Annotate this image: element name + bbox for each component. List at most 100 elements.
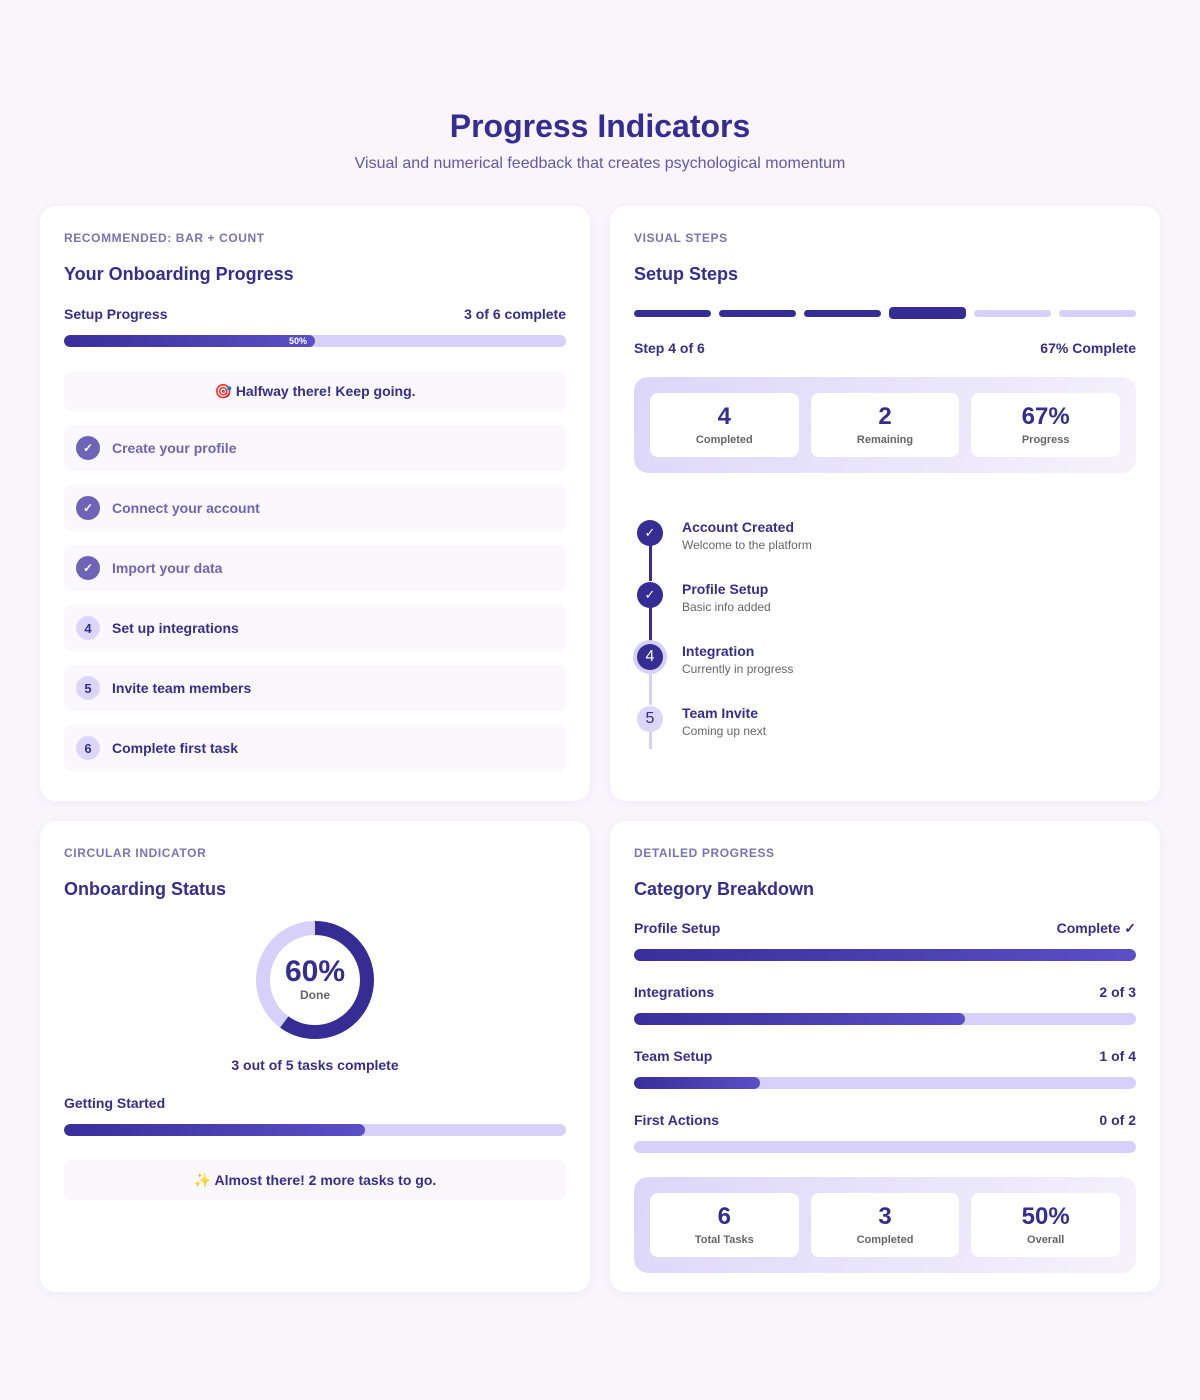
task-item-connect-account[interactable]: ✓ Connect your account — [64, 485, 566, 531]
stat-caption: Completed — [856, 1234, 914, 1246]
stat-value: 67% — [1021, 403, 1070, 430]
stat-caption: Total Tasks — [694, 1234, 754, 1246]
banner-text: Almost there! 2 more tasks to go. — [214, 1172, 437, 1188]
task-item-create-profile[interactable]: ✓ Create your profile — [64, 425, 566, 471]
timeline-connector — [649, 545, 652, 581]
stat-caption: Remaining — [856, 434, 914, 446]
card-eyebrow: CIRCULAR INDICATOR — [64, 846, 207, 860]
onboarding-progress-card: RECOMMENDED: BAR + COUNT Your Onboarding… — [40, 206, 590, 801]
stat-completed: 4 Completed — [650, 393, 799, 457]
category-profile-setup: Profile Setup Complete ✓ — [634, 919, 1136, 961]
card-eyebrow: VISUAL STEPS — [634, 231, 728, 245]
task-label: Connect your account — [112, 500, 260, 516]
donut-ring — [256, 921, 374, 1039]
step-segment-1 — [634, 309, 711, 317]
card-title: Setup Steps — [634, 264, 739, 284]
task-item-invite-team[interactable]: 5 Invite team members — [64, 665, 566, 711]
step-segment-2 — [719, 309, 796, 317]
motivation-banner: 🎯 Halfway there! Keep going. — [64, 371, 566, 411]
timeline-title: Team Invite — [682, 705, 758, 721]
circular-progress: 60% Done — [255, 920, 375, 1040]
step-segments — [634, 307, 1136, 319]
step-timeline: ✓ Account Created Welcome to the platfor… — [634, 517, 1136, 765]
category-bar — [634, 1013, 1136, 1025]
page-header: Progress Indicators Visual and numerical… — [0, 106, 1200, 174]
stat-progress: 67% Progress — [971, 393, 1121, 457]
check-icon: ✓ — [76, 496, 100, 520]
category-bar — [634, 949, 1136, 961]
progress-count: 3 of 6 complete — [464, 306, 566, 322]
step-segment-6 — [1059, 309, 1136, 317]
step-segment-4-current — [889, 307, 966, 319]
step-number-badge: 5 — [76, 676, 100, 700]
timeline-subtitle: Welcome to the platform — [682, 538, 812, 552]
category-status: Complete ✓ — [1056, 920, 1136, 936]
task-list: ✓ Create your profile ✓ Connect your acc… — [64, 425, 566, 771]
category-status: 1 of 4 — [1099, 1048, 1136, 1064]
task-item-complete-first-task[interactable]: 6 Complete first task — [64, 725, 566, 771]
timeline-title: Account Created — [682, 519, 795, 535]
step-number-badge: 6 — [76, 736, 100, 760]
complete-label: 67% Complete — [1040, 340, 1136, 356]
page-subtitle: Visual and numerical feedback that creat… — [354, 155, 846, 172]
category-fill — [634, 949, 1136, 961]
timeline-item-profile-setup: ✓ Profile Setup Basic info added — [634, 579, 1136, 643]
category-status: 2 of 3 — [1099, 984, 1136, 1000]
category-bar — [634, 1141, 1136, 1153]
stat-value: 3 — [878, 1203, 892, 1230]
category-breakdown-card: DETAILED PROGRESS Category Breakdown Pro… — [610, 821, 1160, 1292]
task-label: Set up integrations — [112, 620, 239, 636]
task-item-setup-integrations[interactable]: 4 Set up integrations — [64, 605, 566, 651]
category-integrations: Integrations 2 of 3 — [634, 983, 1136, 1025]
timeline-connector — [649, 669, 652, 705]
card-eyebrow: DETAILED PROGRESS — [634, 846, 775, 860]
timeline-subtitle: Coming up next — [682, 724, 767, 738]
check-icon: ✓ — [637, 520, 663, 546]
card-title: Onboarding Status — [64, 879, 226, 899]
category-first-actions: First Actions 0 of 2 — [634, 1111, 1136, 1153]
task-label: Complete first task — [112, 740, 239, 756]
getting-started-fill — [64, 1124, 366, 1136]
timeline-item-integration: 4 Integration Currently in progress — [634, 641, 1136, 705]
stat-total-tasks: 6 Total Tasks — [650, 1193, 799, 1257]
onboarding-status-card: CIRCULAR INDICATOR Onboarding Status 60%… — [40, 821, 590, 1292]
stat-caption: Overall — [1027, 1234, 1065, 1246]
setup-steps-card: VISUAL STEPS Setup Steps Step 4 of 6 67%… — [610, 206, 1160, 801]
check-icon: ✓ — [76, 556, 100, 580]
setup-progress-fill: 50% — [64, 335, 315, 347]
category-fill — [634, 1077, 760, 1089]
check-icon: ✓ — [76, 436, 100, 460]
card-title: Category Breakdown — [634, 879, 815, 899]
current-step-marker: 4 — [637, 644, 663, 670]
progress-label: Setup Progress — [64, 306, 168, 322]
task-label: Import your data — [112, 560, 223, 576]
stat-value: 4 — [717, 403, 732, 430]
donut-percent: 60% — [284, 955, 346, 988]
category-label: First Actions — [634, 1112, 720, 1128]
card-title: Your Onboarding Progress — [64, 264, 294, 284]
timeline-subtitle: Currently in progress — [682, 662, 794, 676]
timeline-subtitle: Basic info added — [682, 600, 771, 614]
card-eyebrow: RECOMMENDED: BAR + COUNT — [64, 231, 265, 245]
category-label: Team Setup — [634, 1048, 713, 1064]
stat-completed: 3 Completed — [810, 1193, 960, 1257]
motivation-banner: ✨ Almost there! 2 more tasks to go. — [64, 1160, 566, 1200]
task-label: Create your profile — [112, 440, 237, 456]
getting-started-label: Getting Started — [64, 1095, 166, 1111]
sparkles-icon: ✨ — [193, 1172, 212, 1188]
step-segment-5 — [974, 309, 1051, 317]
donut-caption: Done — [300, 988, 330, 1002]
target-icon: 🎯 — [214, 383, 232, 399]
next-step-marker: 5 — [637, 706, 663, 732]
timeline-title: Integration — [682, 643, 755, 659]
task-item-import-data[interactable]: ✓ Import your data — [64, 545, 566, 591]
timeline-connector — [649, 607, 652, 643]
getting-started-bar — [64, 1124, 566, 1136]
summary-stats-panel: 6 Total Tasks 3 Completed 50% Overall — [634, 1177, 1136, 1273]
setup-progress-bar: 50% — [64, 335, 566, 347]
category-label: Profile Setup — [634, 920, 721, 936]
timeline-title: Profile Setup — [682, 581, 769, 597]
category-bar — [634, 1077, 1136, 1089]
task-label: Invite team members — [112, 680, 252, 696]
banner-text: Halfway there! Keep going. — [235, 383, 416, 399]
